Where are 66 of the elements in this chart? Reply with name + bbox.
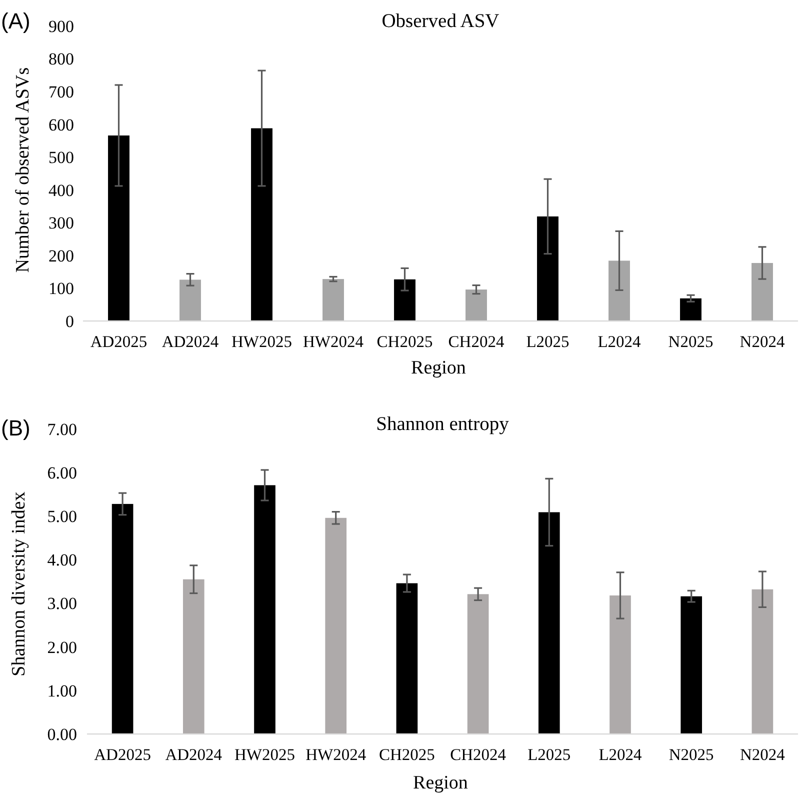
x-tick-label: N2025 [668,332,714,351]
chart-title: Shannon entropy [376,414,510,435]
x-tick-label: CH2025 [378,744,435,764]
x-tick-label: HW2025 [232,332,292,351]
bar [466,290,487,321]
x-tick-label: L2025 [526,332,570,351]
y-tick-label: 2.00 [47,638,77,657]
bar [752,589,774,734]
y-tick-label: 0 [66,312,74,331]
bar [394,279,416,321]
x-tick-label: AD2025 [90,332,148,351]
x-tick-label: HW2025 [234,744,295,764]
y-tick-label: 200 [48,246,74,266]
bar [680,596,702,734]
y-tick-label: 3.00 [47,594,77,614]
x-tick-label: L2024 [598,744,642,764]
y-tick-label: 1.00 [47,681,77,700]
y-tick-label: 7.00 [47,420,77,439]
y-tick-label: 900 [48,16,74,36]
bar [608,260,630,321]
bar [537,216,558,321]
x-tick-label: HW2024 [303,332,364,351]
bar [396,583,418,734]
x-tick-label: L2025 [528,744,571,764]
y-tick-label: 600 [48,115,74,134]
x-tick-label: AD2024 [162,332,219,351]
y-tick-label: 5.00 [47,507,77,526]
y-tick-label: 4.00 [47,550,77,570]
x-tick-label: N2025 [668,744,714,764]
x-tick-label: CH2025 [376,332,433,351]
x-tick-label: AD2024 [165,744,222,764]
bar [254,485,276,734]
y-axis-title: Shannon diversity index [8,491,30,676]
y-tick-label: 400 [48,180,74,200]
x-tick-label: L2024 [598,332,641,351]
y-tick-label: 100 [48,279,74,298]
y-tick-label: 300 [48,214,74,233]
bar [182,579,204,734]
x-axis-title: Region [411,358,466,379]
bar [180,280,201,321]
x-axis-title: Region [413,772,468,794]
text: (B) [1,416,30,441]
bar [322,279,344,321]
bar [108,135,130,321]
x-tick-label: N2024 [740,744,785,764]
y-tick-label: 500 [48,148,74,168]
bar [112,504,134,734]
bar [680,298,702,321]
y-tick-label: 700 [48,82,74,102]
x-tick-label: CH2024 [448,332,504,351]
chart-title: Observed ASV [382,10,500,32]
bar [538,512,560,734]
bar [325,518,347,734]
bar [251,128,272,321]
text: (A) [1,8,30,34]
bar [610,595,631,734]
x-tick-label: CH2024 [450,744,506,764]
y-tick-label: 6.00 [47,464,77,483]
bar [467,594,489,734]
y-tick-label: 0.00 [47,724,77,744]
x-tick-label: HW2024 [306,744,366,764]
x-tick-label: AD2025 [94,744,151,764]
bar [752,262,773,321]
x-tick-label: N2024 [740,332,785,351]
y-axis-title: Number of observed ASVs [12,67,34,273]
y-tick-label: 800 [48,50,74,69]
